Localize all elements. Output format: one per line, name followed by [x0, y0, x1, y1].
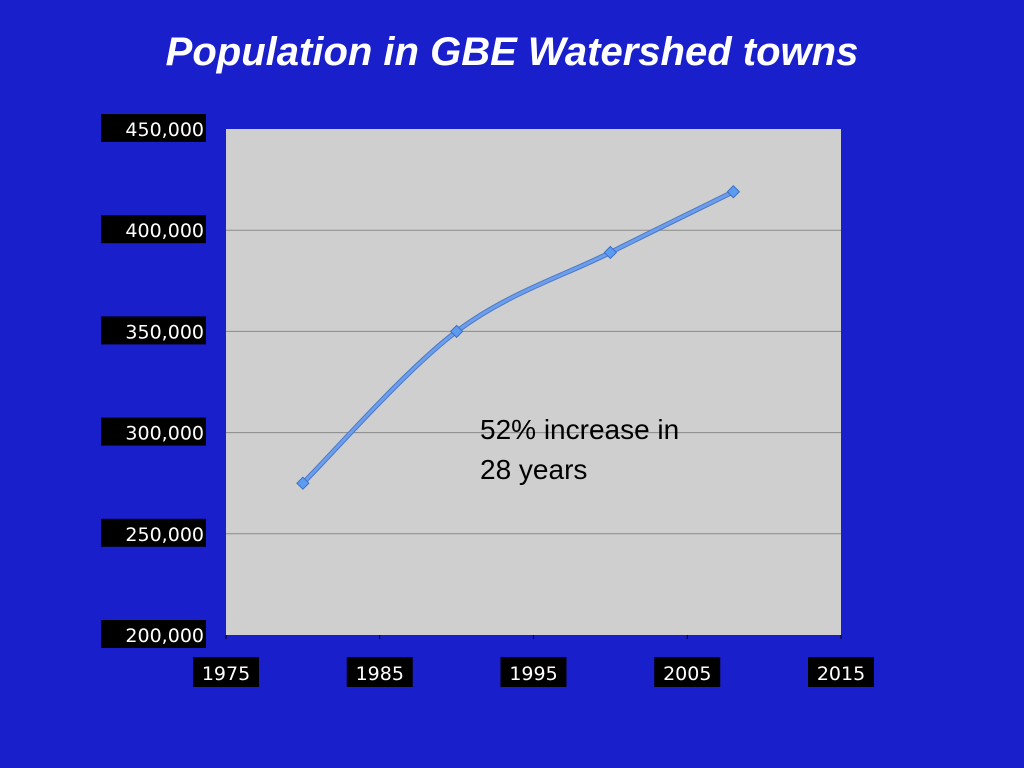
x-tick-label: 1985 — [356, 663, 404, 685]
series-group — [296, 185, 741, 490]
x-tick-label: 1995 — [509, 663, 557, 685]
y-tick-label-bg — [101, 316, 206, 345]
x-tick-label-bg — [346, 657, 413, 687]
series-line — [301, 190, 735, 485]
x-tick-label-bg — [654, 657, 721, 687]
data-point-marker — [726, 185, 741, 199]
x-tick-label-bg — [193, 657, 259, 687]
y-axis-ticks: 200,000 250,000 300,000 350,000 400,000 450,0… — [101, 114, 206, 648]
x-tick-label: 2015 — [817, 663, 865, 685]
data-point-marker — [449, 324, 464, 339]
y-tick-label: 350,000 — [125, 321, 204, 343]
y-tick-label-bg — [101, 620, 206, 648]
data-point-marker — [296, 476, 310, 490]
plot-area — [226, 129, 841, 635]
x-tick-label: 1975 — [202, 663, 250, 685]
y-tick-label: 200,000 — [125, 625, 204, 647]
data-point-marker — [603, 245, 618, 260]
x-tick-label-bg — [808, 657, 874, 687]
y-tick-label-bg — [101, 114, 206, 142]
y-tick-label: 450,000 — [125, 119, 204, 141]
annotation-line-1: 52% increase in — [480, 414, 679, 445]
y-tick-label: 250,000 — [125, 524, 204, 546]
y-tick-label-bg — [101, 518, 206, 547]
y-tick-label: 400,000 — [125, 220, 204, 242]
gridlines — [226, 229, 841, 535]
y-tick-label: 300,000 — [125, 423, 204, 445]
x-axis-ticks: 1975 1985 1995 2005 2015 — [193, 635, 874, 687]
annotation-line-2: 28 years — [480, 454, 587, 485]
slide-title: Population in GBE Watershed towns — [165, 30, 859, 74]
y-tick-label-bg — [101, 215, 206, 244]
x-tick-label: 2005 — [663, 663, 711, 685]
x-tick-label-bg — [500, 657, 567, 687]
y-tick-label-bg — [101, 417, 206, 446]
